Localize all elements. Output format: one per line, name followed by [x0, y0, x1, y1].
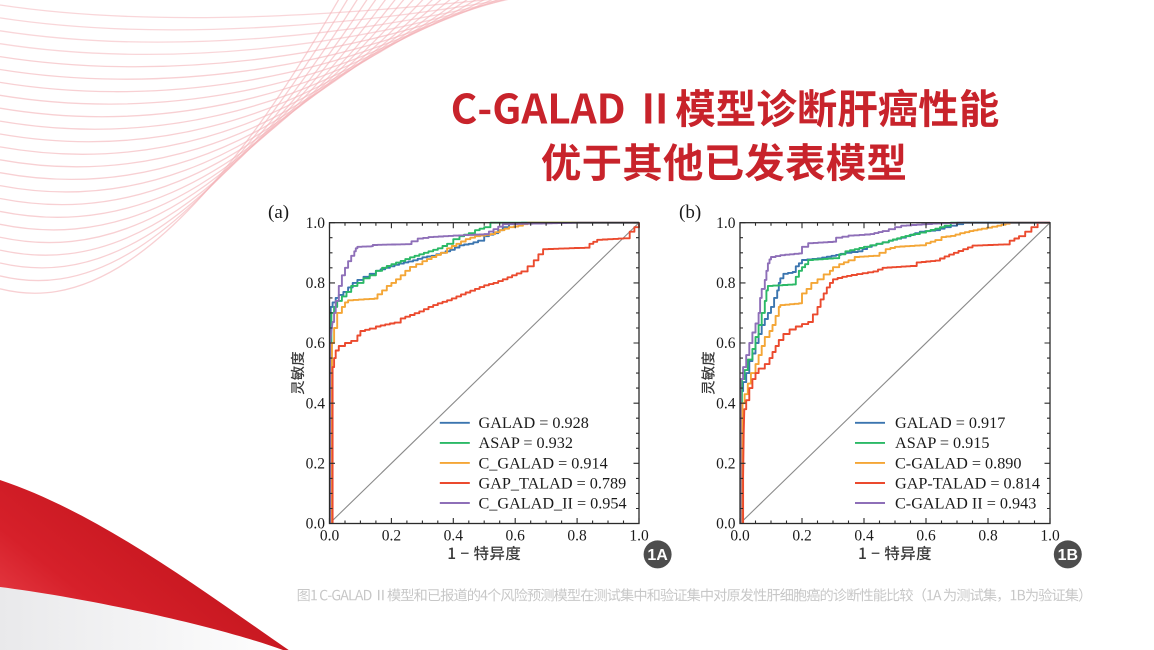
svg-text:0.4: 0.4 — [716, 395, 736, 412]
svg-text:0.2: 0.2 — [792, 528, 811, 545]
svg-text:1.0: 1.0 — [306, 215, 326, 232]
svg-text:0.8: 0.8 — [306, 275, 326, 292]
svg-text:0.4: 0.4 — [444, 528, 464, 545]
svg-text:C_GALAD_II = 0.954: C_GALAD_II = 0.954 — [479, 494, 627, 512]
svg-text:0.8: 0.8 — [978, 528, 998, 545]
svg-text:ASAP = 0.915: ASAP = 0.915 — [895, 434, 989, 452]
svg-text:(b): (b) — [679, 202, 701, 223]
svg-text:0.8: 0.8 — [567, 528, 587, 545]
svg-text:C-GALAD II = 0.943: C-GALAD II = 0.943 — [895, 494, 1036, 512]
svg-text:C-GALAD = 0.890: C-GALAD = 0.890 — [895, 454, 1021, 472]
svg-text:0.0: 0.0 — [306, 516, 326, 533]
svg-text:0.6: 0.6 — [306, 335, 326, 352]
svg-text:0.6: 0.6 — [506, 528, 526, 545]
svg-text:(a): (a) — [268, 202, 289, 223]
svg-text:0.2: 0.2 — [716, 456, 735, 473]
svg-text:0.4: 0.4 — [306, 395, 326, 412]
svg-text:1A: 1A — [647, 547, 668, 564]
svg-text:0.0: 0.0 — [320, 528, 340, 545]
svg-text:0.6: 0.6 — [916, 528, 936, 545]
svg-text:0.2: 0.2 — [382, 528, 401, 545]
svg-text:1B: 1B — [1058, 547, 1078, 564]
svg-text:ASAP = 0.932: ASAP = 0.932 — [479, 434, 573, 452]
svg-text:0.6: 0.6 — [716, 335, 736, 352]
svg-text:GAP-TALAD = 0.814: GAP-TALAD = 0.814 — [895, 474, 1040, 492]
svg-text:1.0: 1.0 — [716, 215, 736, 232]
svg-text:GALAD = 0.917: GALAD = 0.917 — [895, 414, 1005, 432]
svg-text:0.0: 0.0 — [730, 528, 750, 545]
svg-text:GALAD = 0.928: GALAD = 0.928 — [479, 414, 589, 432]
svg-text:0.4: 0.4 — [854, 528, 874, 545]
svg-text:C_GALAD = 0.914: C_GALAD = 0.914 — [479, 454, 608, 472]
svg-text:GAP_TALAD = 0.789: GAP_TALAD = 0.789 — [479, 474, 627, 492]
svg-text:0.0: 0.0 — [716, 516, 736, 533]
svg-text:0.2: 0.2 — [306, 456, 325, 473]
svg-text:1.0: 1.0 — [1040, 528, 1060, 545]
svg-text:1.0: 1.0 — [629, 528, 649, 545]
svg-text:0.8: 0.8 — [716, 275, 736, 292]
